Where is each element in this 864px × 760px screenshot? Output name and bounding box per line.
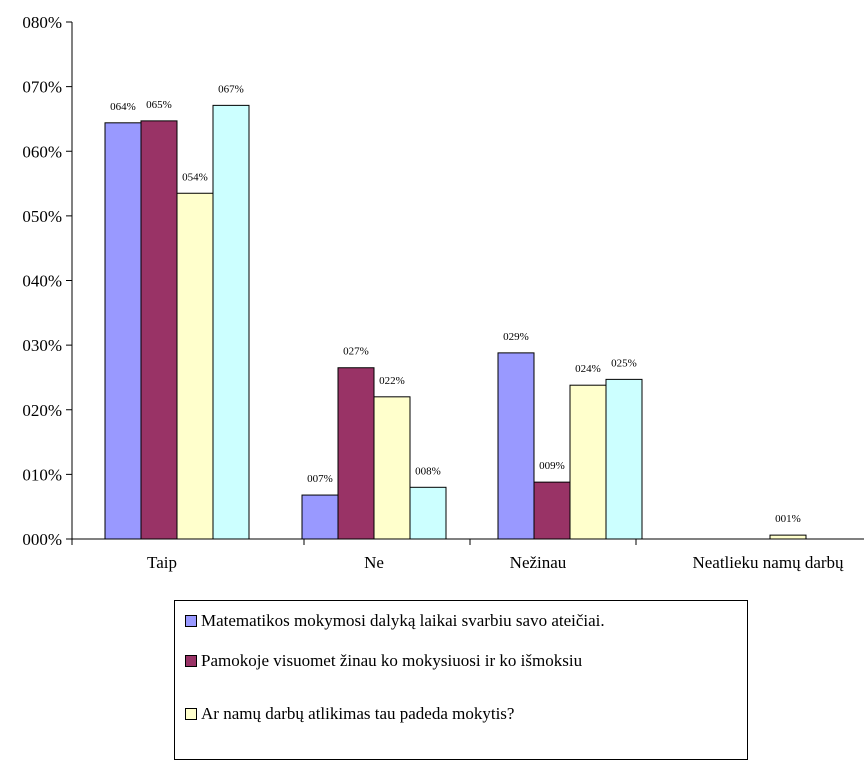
data-label: 064% — [110, 101, 136, 113]
legend-label: Ar namų darbų atlikimas tau padeda mokyt… — [201, 704, 515, 723]
y-axis: 000% 010% 020% 030% 040% 050% 060% 070% 080% — [22, 13, 73, 549]
category-label: Ne — [364, 553, 384, 572]
legend: Matematikos mokymosi dalyką laikai svarb… — [174, 600, 748, 760]
y-tick-label: 040% — [22, 272, 62, 291]
x-axis: Taip Ne Nežinau Neatlieku namų darbų — [71, 538, 864, 572]
data-label: 001% — [775, 513, 801, 525]
data-label: 009% — [539, 460, 565, 472]
legend-item: Ar namų darbų atlikimas tau padeda mokyt… — [185, 704, 514, 724]
data-labels: 064% 007% 029% 065% 027% 009% 054% 022% 024% 001%… — [110, 83, 801, 525]
bar — [533, 481, 571, 540]
data-label: 029% — [503, 331, 529, 343]
data-label: 027% — [343, 346, 369, 358]
bar — [337, 367, 375, 540]
legend-item: Pamokoje visuomet žinau ko mokysiuosi ir… — [185, 651, 582, 671]
y-tick-label: 030% — [22, 336, 62, 355]
data-label: 054% — [182, 171, 208, 183]
y-tick-label: 010% — [22, 465, 62, 484]
legend-swatch — [185, 655, 197, 667]
bars — [104, 104, 807, 540]
bar — [176, 192, 214, 540]
category-label: Taip — [147, 553, 177, 572]
legend-swatch — [185, 708, 197, 720]
bar — [373, 396, 411, 540]
category-label: Nežinau — [510, 553, 567, 572]
y-tick-label: 050% — [22, 207, 62, 226]
legend-label: Pamokoje visuomet žinau ko mokysiuosi ir… — [201, 651, 583, 670]
y-tick-label: 000% — [22, 530, 62, 549]
data-label: 022% — [379, 375, 405, 387]
data-label: 024% — [575, 363, 601, 375]
data-label: 065% — [146, 99, 172, 111]
legend-swatch — [185, 615, 197, 627]
bar — [497, 352, 535, 540]
legend-label: Matematikos mokymosi dalyką laikai svarb… — [201, 611, 605, 630]
legend-item: Matematikos mokymosi dalyką laikai svarb… — [185, 611, 605, 631]
category-label: Neatlieku namų darbų — [692, 553, 844, 572]
bar — [140, 120, 178, 540]
y-tick-label: 020% — [22, 401, 62, 420]
y-tick-label: 060% — [22, 142, 62, 161]
y-tick-label: 070% — [22, 78, 62, 97]
data-label: 025% — [611, 357, 637, 369]
data-label: 008% — [415, 465, 441, 477]
bar — [104, 122, 142, 540]
bar — [301, 494, 339, 540]
y-tick-label: 080% — [22, 13, 62, 32]
bar — [212, 104, 250, 540]
bar — [605, 378, 643, 540]
data-label: 067% — [218, 83, 244, 95]
bar — [769, 534, 807, 540]
data-label: 007% — [307, 473, 333, 485]
bar-chart: 000% 010% 020% 030% 040% 050% 060% 070% 080% Tai… — [22, 13, 864, 572]
bar — [409, 486, 447, 540]
bar — [569, 384, 607, 540]
